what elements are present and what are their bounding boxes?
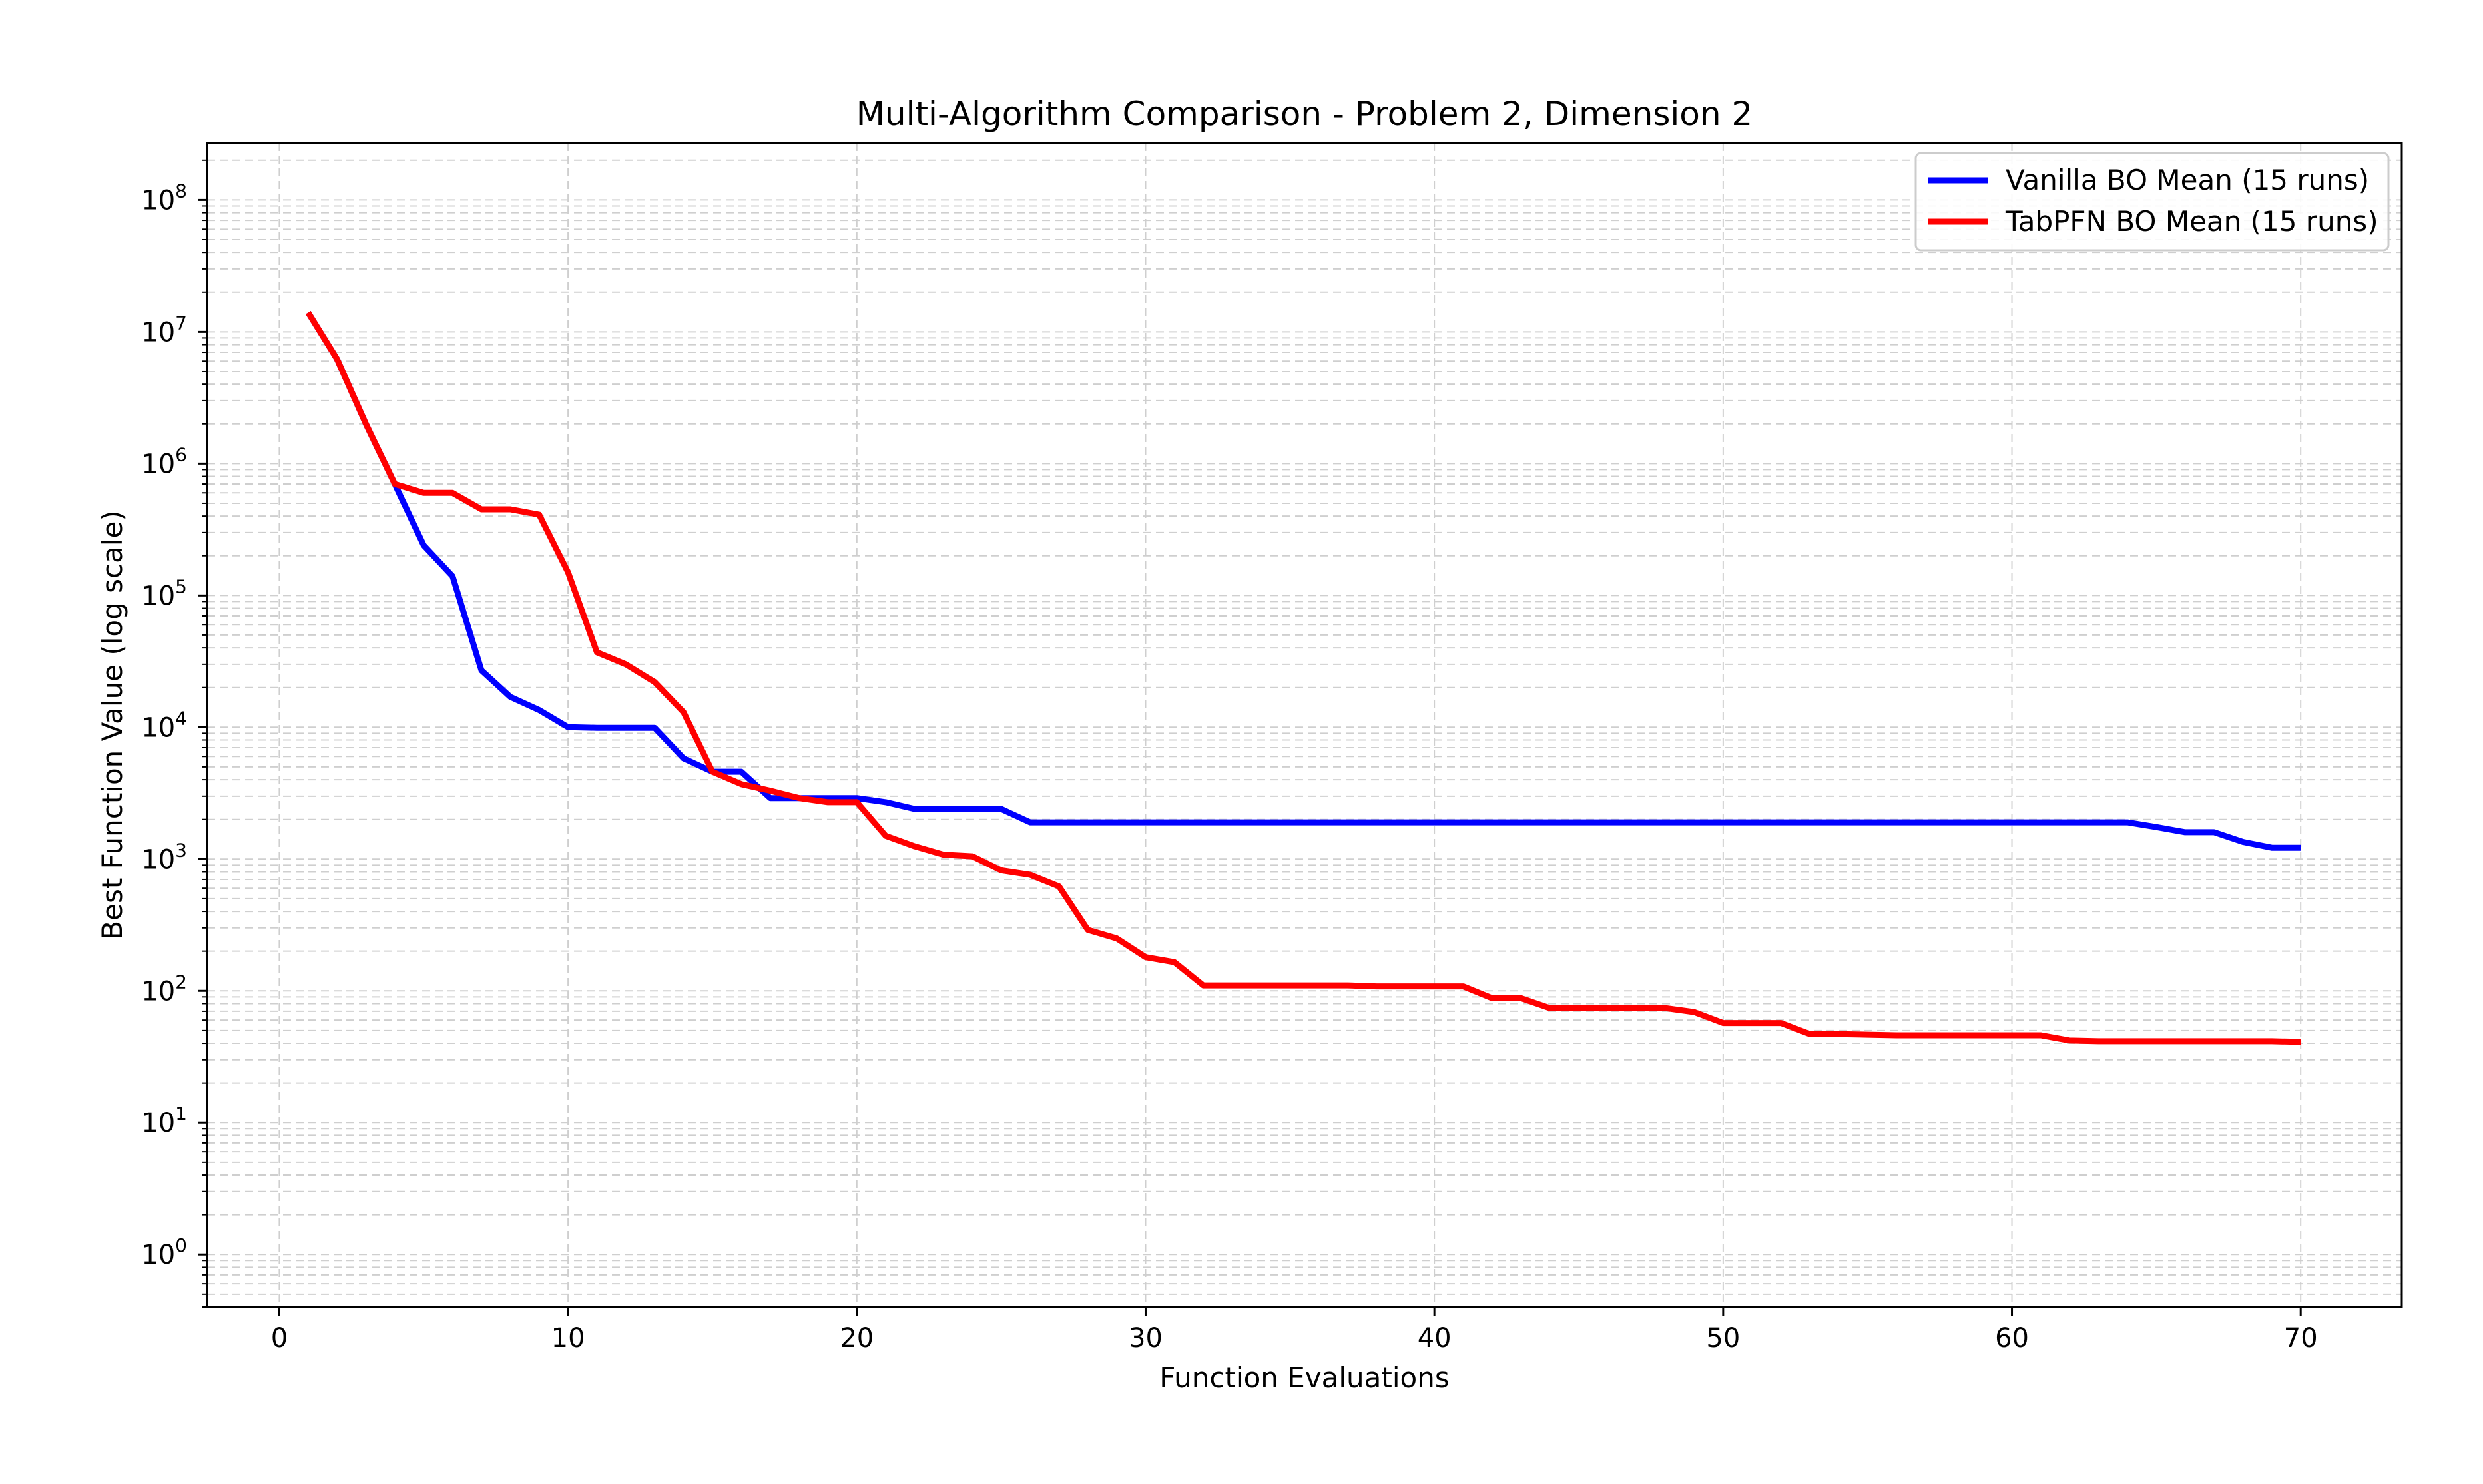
y-tick-label: 103 [141, 839, 187, 875]
y-tick-label: 104 [141, 707, 187, 743]
y-tick-label: 107 [141, 312, 187, 348]
x-tick-label: 20 [840, 1323, 874, 1354]
legend-box [1914, 152, 2390, 252]
y-tick-label: 106 [141, 443, 187, 479]
y-axis-ticks: 100 101 102 103 104 105 106 107 108 [141, 159, 207, 1308]
legend-label-vanilla: Vanilla BO Mean (15 runs) [2006, 164, 2369, 196]
y-tick-label: 105 [141, 575, 187, 611]
y-tick-label: 108 [141, 180, 187, 216]
legend-label-tabpfn: TabPFN BO Mean (15 runs) [2005, 205, 2378, 238]
grid-layer [207, 143, 2402, 1308]
x-tick-label: 70 [2284, 1323, 2318, 1354]
x-tick-label: 40 [1418, 1323, 1452, 1354]
x-axis-label: Function Evaluations [1159, 1361, 1449, 1394]
series-layer [305, 311, 2301, 1045]
y-tick-label: 102 [141, 971, 187, 1007]
series-line-tabpfn-bo [305, 311, 2301, 1045]
legend: Vanilla BO Mean (15 runs) TabPFN BO Mean… [1914, 152, 2390, 252]
x-tick-label: 60 [1995, 1323, 2029, 1354]
y-tick-label: 100 [141, 1234, 187, 1270]
chart-title: Multi-Algorithm Comparison - Problem 2, … [856, 95, 1753, 133]
y-axis-label: Best Function Value (log scale) [96, 510, 129, 939]
y-tick-label: 101 [141, 1103, 187, 1138]
x-tick-label: 0 [271, 1323, 288, 1354]
plot-frame [206, 142, 2403, 1308]
x-tick-label: 10 [551, 1323, 585, 1354]
x-tick-label: 30 [1129, 1323, 1163, 1354]
x-axis-ticks: 0 10 20 30 40 50 60 70 [271, 1307, 2318, 1354]
series-line-vanilla-bo [305, 311, 2301, 851]
x-tick-label: 50 [1706, 1323, 1740, 1354]
